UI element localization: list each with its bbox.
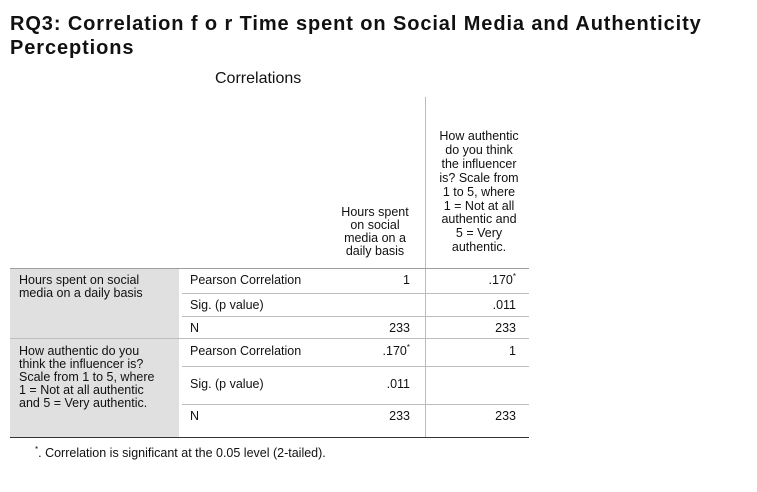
stat-label: Pearson Correlation xyxy=(190,273,302,287)
value-cell: 1 xyxy=(509,344,516,358)
stat-label: Sig. (p value) xyxy=(190,377,264,391)
group-rule xyxy=(10,338,529,339)
table-title: Correlations xyxy=(215,70,302,87)
value-cell: 233 xyxy=(495,321,516,335)
table-bottom-rule xyxy=(10,437,529,438)
stat-label: N xyxy=(190,321,200,335)
column-divider xyxy=(425,97,426,437)
footnote-mark: * xyxy=(35,445,39,454)
value-cell: 233 xyxy=(389,409,410,423)
value-cell: .011 xyxy=(492,298,516,312)
row-rule xyxy=(182,316,529,317)
row-header-shade xyxy=(10,269,179,437)
header-rule xyxy=(10,268,529,269)
column-header-hours: Hours spent on social media on a daily b… xyxy=(341,205,409,258)
row-rule xyxy=(182,366,529,367)
value-cell: 233 xyxy=(389,321,410,335)
table-footnote: *. Correlation is significant at the 0.0… xyxy=(35,445,326,461)
stat-label: N xyxy=(190,409,200,423)
significance-mark: * xyxy=(406,343,410,352)
value-cell: 1 xyxy=(403,273,410,287)
row-rule xyxy=(182,293,529,294)
stat-label: Pearson Correlation xyxy=(190,344,302,358)
report-heading-line-2: Perceptions xyxy=(10,37,135,59)
footnote-text: . Correlation is significant at the 0.05… xyxy=(38,446,326,460)
report-heading: RQ3: Correlation f o r Time spent on Soc… xyxy=(10,12,750,60)
row-rule xyxy=(182,404,529,405)
significance-mark: * xyxy=(512,272,516,281)
value-cell: .011 xyxy=(386,377,410,391)
row-group-label: Hours spent on social media on a daily b… xyxy=(19,273,143,300)
value-cell: .170* xyxy=(488,272,516,287)
value-cell: .170* xyxy=(382,343,410,358)
report-heading-line-1: RQ3: Correlation f o r Time spent on Soc… xyxy=(10,13,702,35)
stat-label: Sig. (p value) xyxy=(190,298,264,312)
column-header-authentic: How authentic do you think the influence… xyxy=(439,129,519,255)
row-group-label: How authentic do you think the influence… xyxy=(19,344,155,410)
value-cell: 233 xyxy=(495,409,516,423)
